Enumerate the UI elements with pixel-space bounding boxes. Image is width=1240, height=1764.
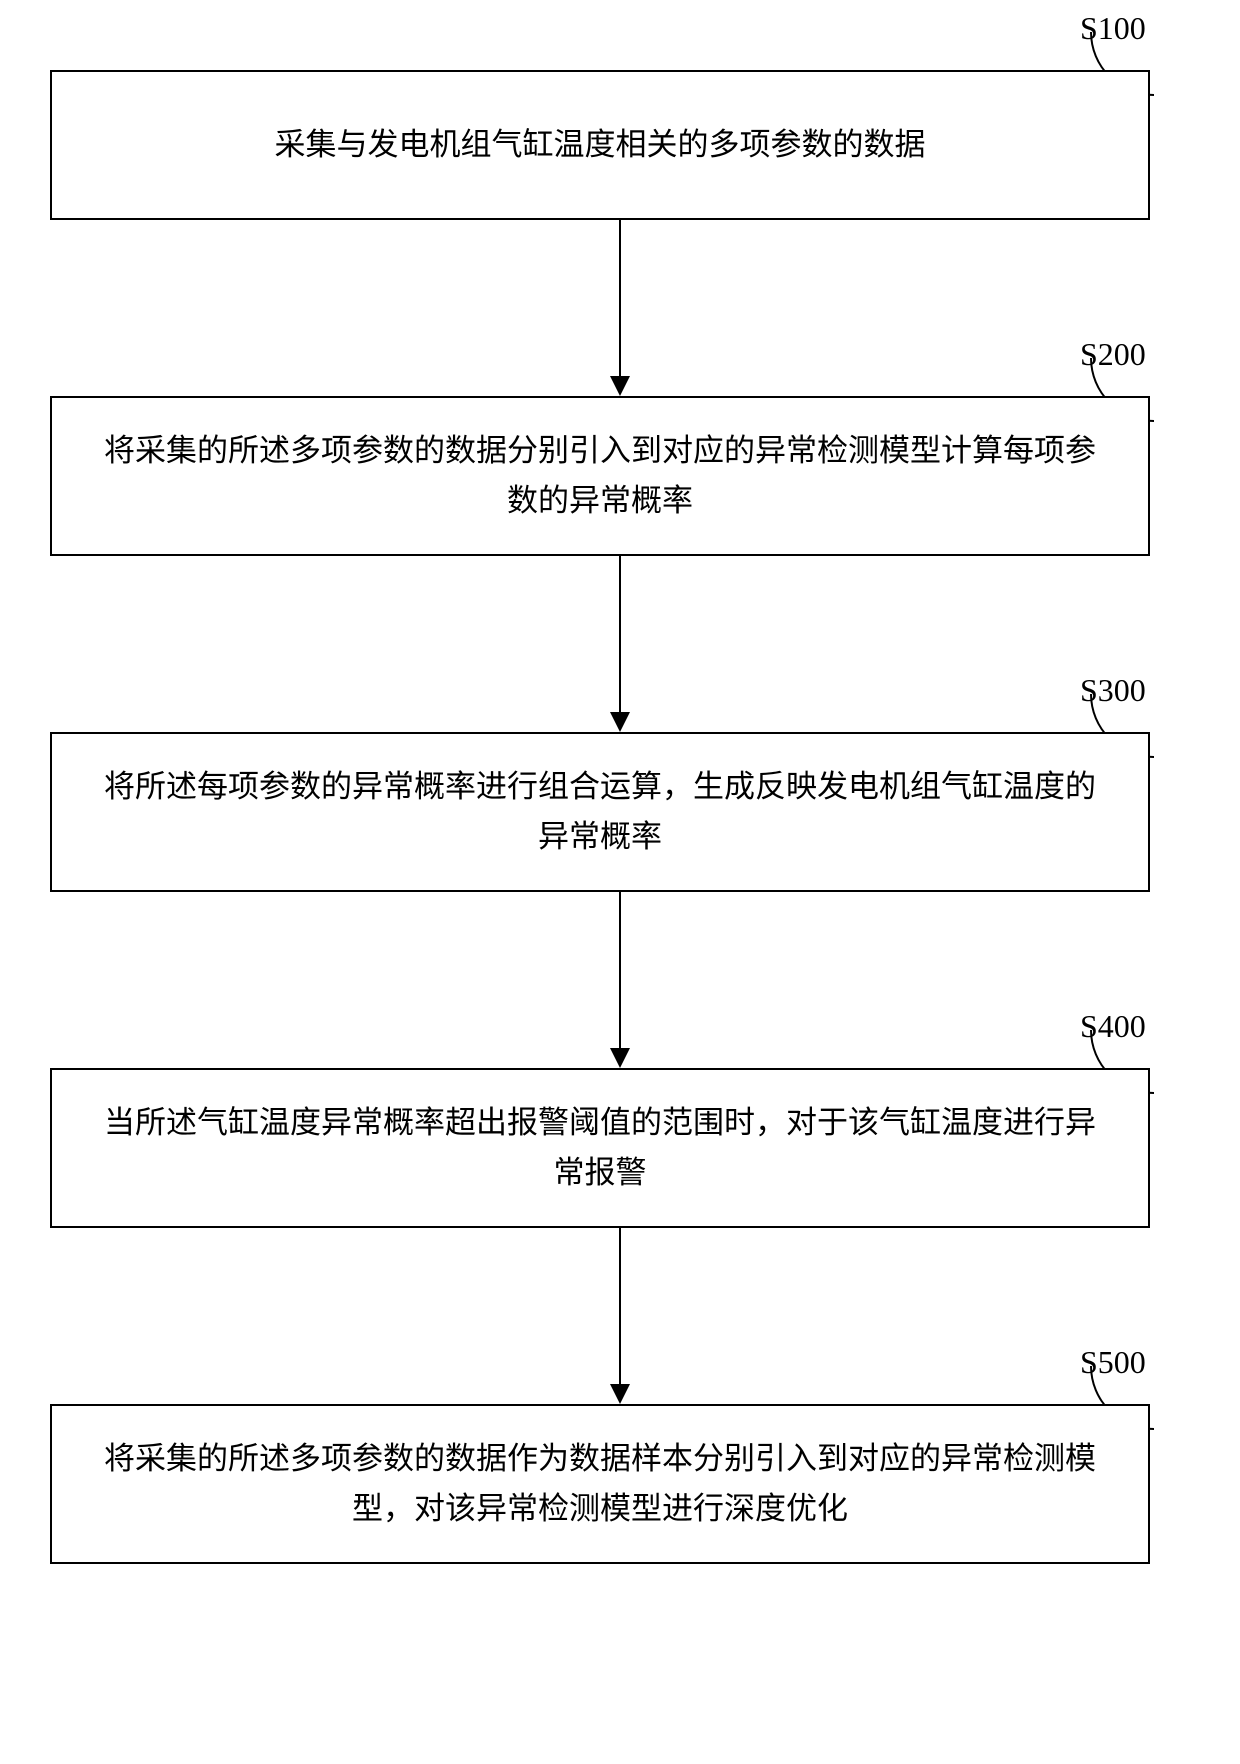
arrow-head-s300-s400 <box>610 1048 630 1068</box>
arrow-s300-s400 <box>619 892 621 1048</box>
step-box-s200: 将采集的所述多项参数的数据分别引入到对应的异常检测模型计算每项参数的异常概率 <box>50 396 1150 556</box>
arrow-s100-s200 <box>619 220 621 376</box>
step-box-s300: 将所述每项参数的异常概率进行组合运算，生成反映发电机组气缸温度的异常概率 <box>50 732 1150 892</box>
step-text-s300: 将所述每项参数的异常概率进行组合运算，生成反映发电机组气缸温度的异常概率 <box>92 762 1108 861</box>
arrow-s400-s500 <box>619 1228 621 1384</box>
step-box-s500: 将采集的所述多项参数的数据作为数据样本分别引入到对应的异常检测模型，对该异常检测… <box>50 1404 1150 1564</box>
step-box-s100: 采集与发电机组气缸温度相关的多项参数的数据 <box>50 70 1150 220</box>
step-box-s400: 当所述气缸温度异常概率超出报警阈值的范围时，对于该气缸温度进行异常报警 <box>50 1068 1150 1228</box>
flowchart-canvas: S100 采集与发电机组气缸温度相关的多项参数的数据 S200 将采集的所述多项… <box>0 0 1240 1764</box>
arrow-head-s100-s200 <box>610 376 630 396</box>
step-text-s100: 采集与发电机组气缸温度相关的多项参数的数据 <box>275 120 926 170</box>
arrow-s200-s300 <box>619 556 621 712</box>
step-text-s500: 将采集的所述多项参数的数据作为数据样本分别引入到对应的异常检测模型，对该异常检测… <box>92 1434 1108 1533</box>
step-text-s400: 当所述气缸温度异常概率超出报警阈值的范围时，对于该气缸温度进行异常报警 <box>92 1098 1108 1197</box>
arrow-head-s400-s500 <box>610 1384 630 1404</box>
step-text-s200: 将采集的所述多项参数的数据分别引入到对应的异常检测模型计算每项参数的异常概率 <box>92 426 1108 525</box>
arrow-head-s200-s300 <box>610 712 630 732</box>
